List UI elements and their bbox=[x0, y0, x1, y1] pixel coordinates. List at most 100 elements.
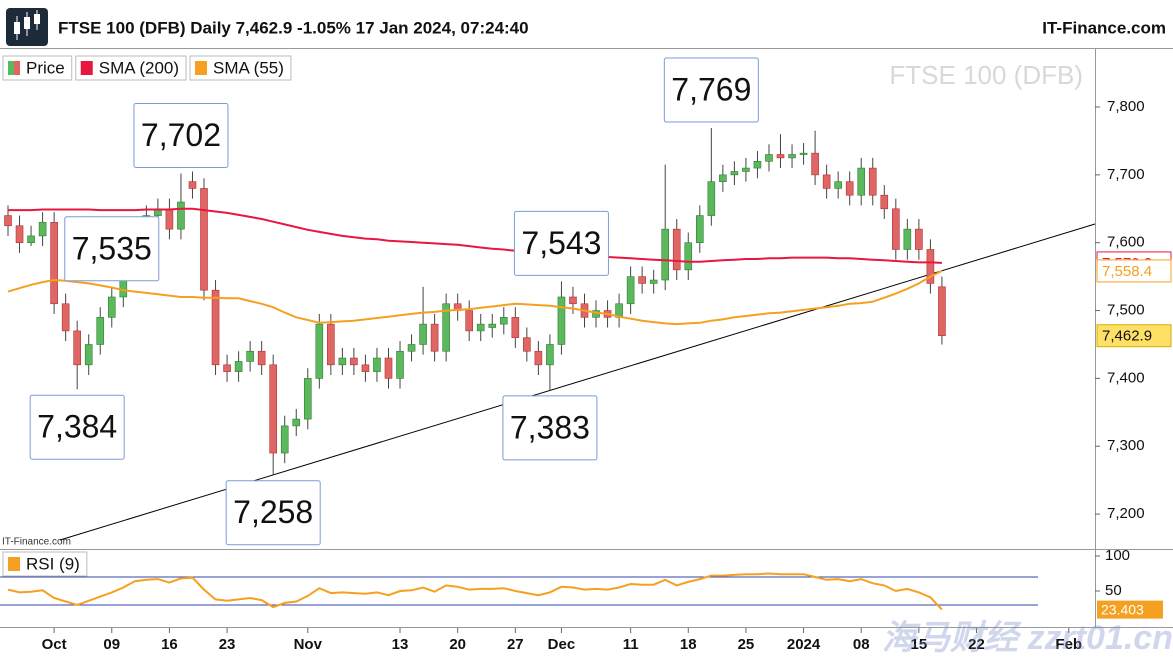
candle-body bbox=[50, 222, 58, 305]
y-tick-label: 7,500 bbox=[1107, 302, 1145, 319]
candle-body bbox=[246, 350, 254, 362]
candle-body bbox=[915, 228, 923, 250]
candle-body bbox=[719, 174, 727, 182]
candle-body bbox=[638, 276, 646, 284]
x-tick-label: 08 bbox=[853, 636, 870, 653]
x-tick-label: 18 bbox=[680, 636, 697, 653]
candle-body bbox=[776, 154, 785, 159]
legend-swatch bbox=[14, 61, 20, 75]
annotation-label: 7,702 bbox=[141, 117, 221, 153]
x-tick-label: 15 bbox=[911, 636, 928, 653]
brand: IT-Finance.com bbox=[1042, 18, 1166, 37]
candle-body bbox=[27, 235, 35, 244]
legend-item: SMA (55) bbox=[189, 55, 292, 81]
candle-body bbox=[523, 337, 531, 352]
candle-body bbox=[234, 361, 243, 372]
candle-body bbox=[315, 323, 324, 379]
candle-body bbox=[649, 279, 658, 284]
source: IT-Finance.com bbox=[2, 537, 71, 548]
candle-body bbox=[834, 181, 842, 189]
price-label: 7,462.9 bbox=[1102, 328, 1152, 345]
legend-label: SMA (200) bbox=[99, 58, 179, 77]
overlay-watermark: 海马财经 zzrt01.cn bbox=[882, 619, 1173, 657]
candle-body bbox=[292, 418, 301, 427]
candle-body bbox=[626, 276, 635, 305]
candle-body bbox=[73, 330, 81, 366]
x-tick-label: 2024 bbox=[787, 636, 821, 653]
candle-body bbox=[165, 208, 174, 230]
x-tick-label: 23 bbox=[219, 636, 236, 653]
candle-body bbox=[903, 228, 912, 250]
candle-body bbox=[926, 249, 935, 284]
candle-body bbox=[822, 174, 831, 189]
x-tick-label: Nov bbox=[294, 636, 323, 653]
sma-line bbox=[7, 270, 943, 326]
annotation-box bbox=[502, 395, 598, 461]
candle-body bbox=[753, 160, 762, 169]
annotation-label: 7,258 bbox=[233, 494, 313, 530]
candle-body bbox=[303, 378, 312, 420]
candle-body bbox=[892, 208, 900, 250]
annotation-box bbox=[513, 210, 609, 276]
annotation-label: 7,384 bbox=[37, 409, 117, 445]
legend-label: SMA (55) bbox=[213, 58, 284, 77]
candle-body bbox=[177, 201, 185, 230]
x-tick-label: 20 bbox=[449, 636, 466, 653]
candle-body bbox=[857, 167, 866, 196]
candle-body bbox=[465, 310, 474, 332]
candle-body bbox=[200, 188, 208, 291]
header-bg bbox=[0, 0, 1173, 48]
candle-body bbox=[327, 323, 335, 366]
candle-body bbox=[799, 152, 808, 155]
legend-label: RSI (9) bbox=[26, 554, 80, 573]
y-tick-label: 7,800 bbox=[1107, 98, 1145, 115]
candle-body bbox=[107, 296, 116, 318]
x-tick-label: 22 bbox=[968, 636, 985, 653]
sma-line bbox=[8, 207, 942, 264]
candle-body bbox=[569, 296, 577, 305]
annotation-label: 7,383 bbox=[510, 409, 590, 445]
legend-item: SMA (200) bbox=[75, 55, 187, 81]
y-tick-label: 7,200 bbox=[1107, 505, 1145, 522]
candle-body bbox=[661, 228, 670, 281]
candle-body bbox=[373, 357, 381, 372]
candle-body bbox=[419, 323, 427, 345]
x-tick-label: 25 bbox=[738, 636, 755, 653]
annotation-box bbox=[663, 57, 759, 123]
x-tick-label: 16 bbox=[161, 636, 178, 653]
x-tick-label: 11 bbox=[623, 636, 639, 653]
x-tick-label: 13 bbox=[392, 636, 409, 653]
candle-body bbox=[557, 296, 566, 345]
candle-body bbox=[695, 215, 704, 244]
annotation-box bbox=[225, 480, 321, 546]
candle-body bbox=[534, 350, 543, 366]
candle-body bbox=[257, 350, 266, 366]
annotation-label: 7,535 bbox=[72, 230, 152, 266]
candle-body bbox=[396, 350, 404, 379]
candle-body bbox=[84, 344, 93, 366]
legend-swatch bbox=[8, 61, 14, 75]
annotation-label: 7,543 bbox=[521, 225, 601, 261]
legend-label: Price bbox=[26, 58, 65, 77]
y-tick-label: 7,600 bbox=[1107, 234, 1145, 251]
app-icon bbox=[6, 8, 48, 46]
y-tick-label: 7,400 bbox=[1107, 369, 1145, 386]
price-label-bg bbox=[1096, 324, 1172, 348]
candle-body bbox=[211, 289, 220, 366]
candle-body bbox=[684, 242, 693, 271]
candle-body bbox=[280, 425, 289, 454]
candle-body bbox=[811, 152, 819, 176]
candle-body bbox=[384, 357, 393, 379]
candle-body bbox=[61, 303, 70, 332]
candle-body bbox=[338, 357, 347, 366]
candle-body bbox=[188, 181, 197, 189]
candle-body bbox=[672, 228, 681, 271]
candle-body bbox=[38, 222, 47, 237]
rsi-tick-label: 100 bbox=[1105, 547, 1130, 564]
x-tick-label: 09 bbox=[103, 636, 120, 653]
legend-box bbox=[75, 55, 187, 81]
candle-body bbox=[707, 181, 716, 216]
x-tick-label: Dec bbox=[548, 636, 576, 653]
